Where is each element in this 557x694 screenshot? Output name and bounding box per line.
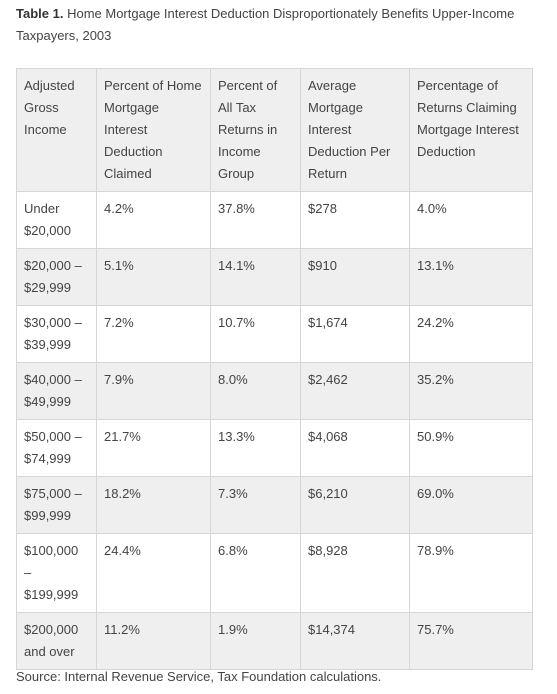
table-cell: 78.9% [409,533,533,613]
table-cell: $20,000 – $29,999 [16,248,97,306]
table-cell: 69.0% [409,476,533,534]
table-cell: $30,000 – $39,999 [16,305,97,363]
table-row: $100,000 – $199,999 24.4% 6.8% $8,928 78.9% [16,533,533,613]
table-caption: Table 1. Home Mortgage Interest Deductio… [16,3,526,47]
table-row: $30,000 – $39,999 7.2% 10.7% $1,674 24.2% [16,305,533,363]
table-cell: 75.7% [409,612,533,670]
table-cell: $200,000 and over [16,612,97,670]
table-cell: 8.0% [210,362,301,420]
table-cell: $6,210 [300,476,410,534]
table-cell: $278 [300,191,410,249]
table-row: $50,000 – $74,999 21.7% 13.3% $4,068 50.9% [16,419,533,477]
table-cell: $100,000 – $199,999 [16,533,97,613]
header-cell: Percent of All Tax Returns in Income Gro… [210,68,301,192]
table-cell: Under $20,000 [16,191,97,249]
table-cell: $40,000 – $49,999 [16,362,97,420]
table-cell: $910 [300,248,410,306]
table-cell: 37.8% [210,191,301,249]
header-cell: Adjusted Gross Income [16,68,97,192]
table-cell: 14.1% [210,248,301,306]
table-cell: $1,674 [300,305,410,363]
table-cell: $75,000 – $99,999 [16,476,97,534]
table-body: Under $20,000 4.2% 37.8% $278 4.0% $20,000 – … [16,191,533,670]
table-cell: 4.0% [409,191,533,249]
table-cell: 10.7% [210,305,301,363]
table-cell: 21.7% [96,419,211,477]
table-cell: 5.1% [96,248,211,306]
table-cell: $2,462 [300,362,410,420]
header-cell: Average Mortgage Interest Deduction Per … [300,68,410,192]
table-cell: 13.1% [409,248,533,306]
table-cell: 7.2% [96,305,211,363]
table-cell: 7.3% [210,476,301,534]
table-cell: 4.2% [96,191,211,249]
table-cell: 11.2% [96,612,211,670]
table-row: $20,000 – $29,999 5.1% 14.1% $910 13.1% [16,248,533,306]
table-row: $40,000 – $49,999 7.9% 8.0% $2,462 35.2% [16,362,533,420]
table-row: $200,000 and over 11.2% 1.9% $14,374 75.7% [16,612,533,670]
table-cell: 18.2% [96,476,211,534]
caption-text: Home Mortgage Interest Deduction Disprop… [16,6,515,43]
table-cell: 13.3% [210,419,301,477]
table-cell: 1.9% [210,612,301,670]
table-row: $75,000 – $99,999 18.2% 7.3% $6,210 69.0% [16,476,533,534]
header-row: Adjusted Gross Income Percent of Home Mor… [16,68,533,192]
data-table: Adjusted Gross Income Percent of Home Mor… [16,68,533,670]
table-cell: 24.2% [409,305,533,363]
header-cell: Percent of Home Mortgage Interest Deduct… [96,68,211,192]
table-cell: 50.9% [409,419,533,477]
table-cell: 6.8% [210,533,301,613]
table-cell: $50,000 – $74,999 [16,419,97,477]
table-cell: $4,068 [300,419,410,477]
table-cell: 24.4% [96,533,211,613]
table-row: Under $20,000 4.2% 37.8% $278 4.0% [16,191,533,249]
table-cell: $14,374 [300,612,410,670]
source-note: Source: Internal Revenue Service, Tax Fo… [16,669,382,684]
table-cell: $8,928 [300,533,410,613]
caption-label: Table 1. [16,6,64,21]
header-cell: Percentage of Returns Claiming Mortgage … [409,68,533,192]
table-cell: 35.2% [409,362,533,420]
table-cell: 7.9% [96,362,211,420]
